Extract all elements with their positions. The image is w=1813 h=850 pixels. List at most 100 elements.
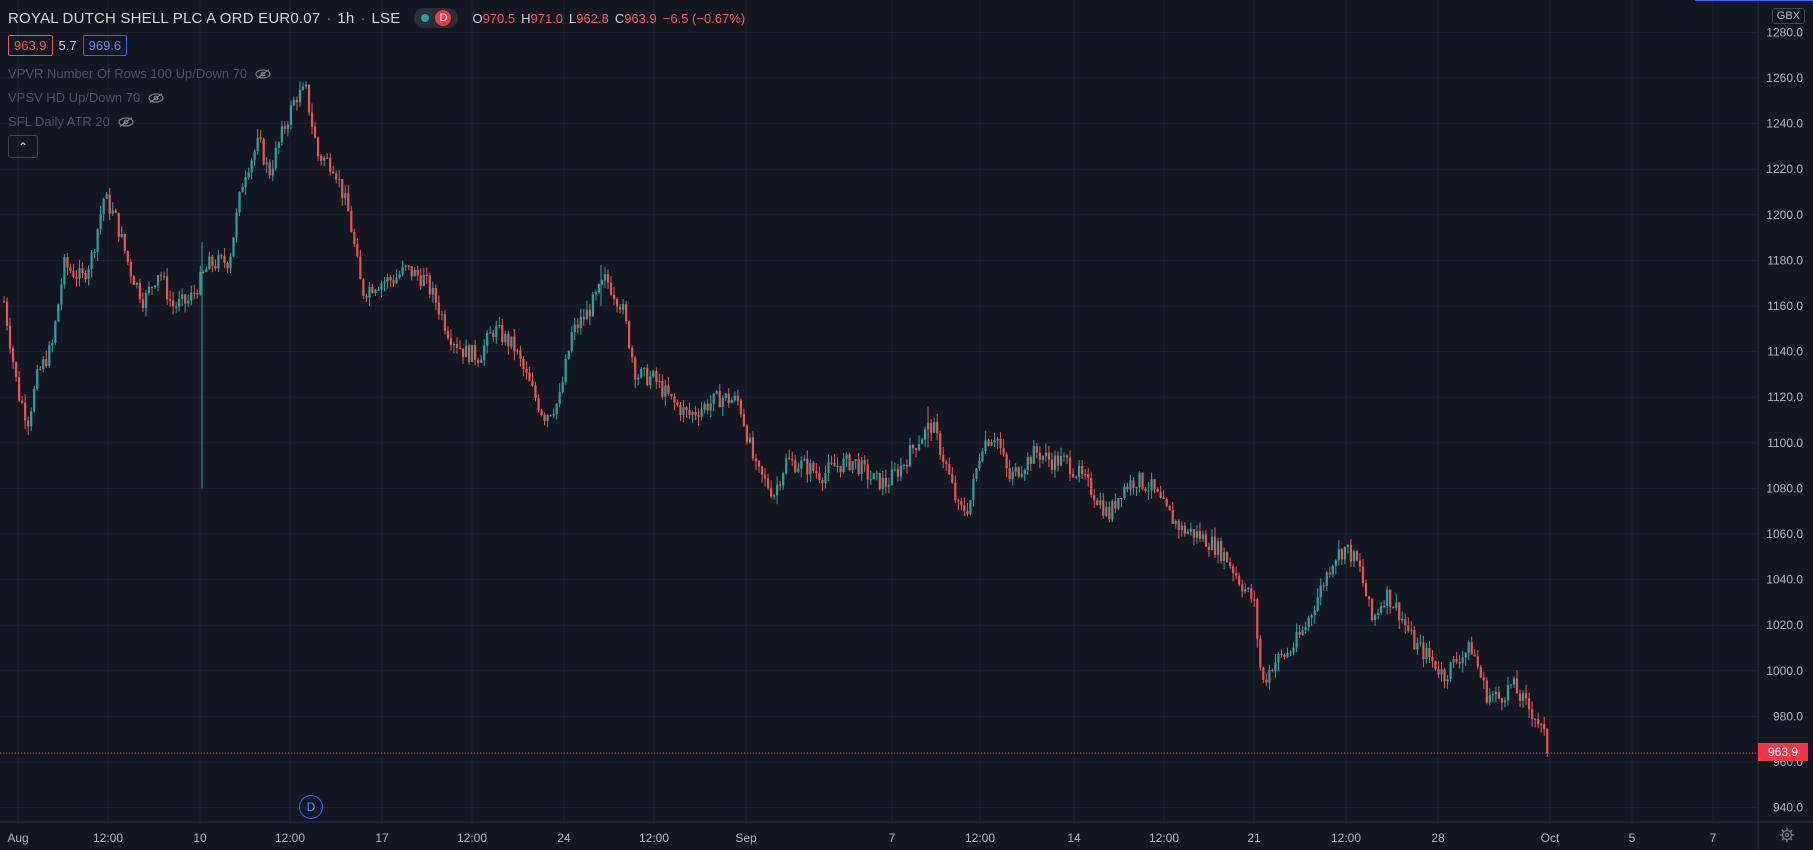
candle-body — [102, 198, 105, 214]
candle-body — [652, 371, 655, 377]
candle-body — [1274, 662, 1277, 672]
candle-body — [156, 275, 160, 286]
candle-body — [990, 442, 993, 446]
candle-body — [329, 157, 332, 172]
candle-body — [401, 266, 404, 275]
candle-body — [854, 459, 857, 462]
candle-body — [1099, 500, 1102, 505]
ask-price-box[interactable]: 969.6 — [82, 35, 128, 56]
candle-body — [24, 402, 27, 421]
candle-body — [283, 126, 286, 129]
candle-body — [1506, 684, 1510, 701]
candle-body — [477, 359, 480, 363]
candle-body — [90, 252, 93, 269]
candle-body — [410, 266, 413, 277]
indicator-atr[interactable]: SFL Daily ATR 20 — [8, 114, 134, 129]
candle-body — [615, 299, 619, 307]
candle-body — [147, 286, 151, 293]
currency-label[interactable]: GBX — [1771, 8, 1805, 24]
candle-body — [531, 381, 534, 386]
candle-body — [1084, 474, 1087, 476]
candle-body — [114, 210, 117, 213]
candle-body — [706, 403, 709, 411]
candle-body — [1023, 470, 1026, 475]
candle-body — [21, 400, 24, 403]
gear-icon[interactable] — [1779, 827, 1795, 843]
candle-body — [1383, 605, 1386, 607]
candle-body — [229, 256, 232, 269]
candle-body — [1355, 551, 1359, 561]
candle-body — [887, 484, 890, 487]
candle-body — [697, 415, 700, 417]
y-tick-label: 1040.0 — [1766, 573, 1803, 587]
low-label: L — [569, 10, 577, 26]
symbol-title[interactable]: ROYAL DUTCH SHELL PLC A ORD EUR0.07 — [8, 9, 321, 27]
candle-body — [1126, 486, 1129, 490]
candle-body — [685, 407, 688, 410]
dividend-event-marker[interactable]: D — [299, 795, 323, 819]
candle-body — [939, 433, 942, 456]
candle-body — [1310, 615, 1313, 618]
candle-body — [1232, 566, 1235, 574]
candle-body — [78, 268, 81, 279]
candle-body — [190, 292, 193, 301]
candle-body — [105, 194, 108, 199]
bid-price-box[interactable]: 963.9 — [8, 35, 53, 56]
candle-body — [96, 229, 99, 252]
interval-label[interactable]: 1h — [337, 9, 355, 27]
candle-body — [1065, 455, 1069, 458]
candle-body — [1370, 599, 1374, 620]
candle-body — [175, 306, 178, 308]
candle-body — [806, 458, 809, 475]
candle-body — [407, 265, 410, 267]
candle-body — [896, 469, 900, 477]
candle-body — [495, 326, 498, 337]
candle-body — [1271, 670, 1274, 672]
collapse-indicators-button[interactable]: ⌃ — [8, 135, 38, 158]
candle-body — [1340, 549, 1343, 560]
candle-body — [162, 276, 166, 278]
candle-body — [310, 112, 314, 127]
candle-body — [268, 162, 271, 176]
candle-body — [455, 344, 459, 348]
candle-body — [1020, 474, 1023, 477]
candle-body — [1262, 667, 1265, 680]
candle-body — [1123, 486, 1126, 499]
candle-body — [344, 193, 347, 199]
candle-body — [1301, 630, 1304, 635]
candle-body — [1358, 560, 1362, 567]
candle-body — [836, 465, 839, 467]
market-status-pill[interactable]: D — [414, 8, 459, 28]
candle-body — [546, 415, 549, 421]
candle-body — [150, 286, 154, 288]
candle-body — [942, 455, 945, 462]
hidden-eye-icon[interactable] — [118, 116, 134, 127]
candle-body — [1096, 500, 1099, 505]
candle-body — [1174, 520, 1177, 524]
candle-body — [214, 266, 217, 269]
candle-body — [899, 465, 903, 477]
candle-body — [307, 84, 311, 113]
candle-body — [1491, 694, 1494, 696]
candle-body — [437, 302, 440, 315]
candle-body — [232, 237, 235, 257]
candle-body — [1017, 467, 1020, 477]
candle-body — [1518, 693, 1522, 701]
candle-body — [1425, 648, 1428, 659]
candle-body — [1129, 480, 1132, 490]
hidden-eye-icon[interactable] — [255, 68, 271, 79]
candle-body — [1171, 510, 1174, 524]
hidden-eye-icon[interactable] — [148, 92, 164, 103]
candle-body — [223, 256, 226, 263]
x-tick-label: 12:00 — [275, 831, 305, 845]
candle-body — [640, 368, 643, 378]
candle-body — [395, 277, 398, 284]
candle-body — [1153, 479, 1156, 490]
indicator-vpvr[interactable]: VPVR Number Of Rows 100 Up/Down 70 — [8, 66, 271, 81]
candle-body — [153, 285, 157, 288]
indicator-vpsv[interactable]: VPSV HD Up/Down 70 — [8, 90, 164, 105]
candle-body — [165, 276, 169, 300]
candle-body — [1093, 495, 1096, 501]
candle-body — [1038, 452, 1041, 460]
